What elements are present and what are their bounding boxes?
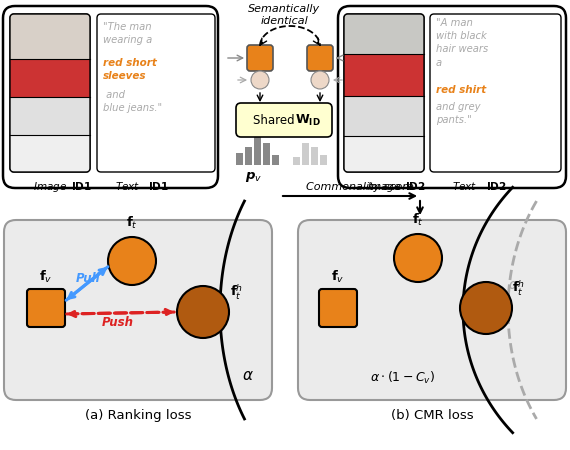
Text: and grey
pants.": and grey pants." [436, 102, 481, 125]
Text: $\mathbf{ID2}$: $\mathbf{ID2}$ [486, 180, 507, 192]
FancyBboxPatch shape [4, 220, 272, 400]
Circle shape [460, 282, 512, 334]
Text: $\mathbf{f}_v$: $\mathbf{f}_v$ [39, 269, 53, 285]
Bar [245, 147, 252, 165]
FancyBboxPatch shape [236, 103, 332, 137]
Bar [263, 143, 270, 165]
Text: $\mathbf{ID1}$: $\mathbf{ID1}$ [71, 180, 92, 192]
Circle shape [177, 286, 229, 338]
Text: red shirt: red shirt [436, 85, 486, 95]
FancyBboxPatch shape [319, 289, 357, 327]
Text: $\mathbf{f}_v$: $\mathbf{f}_v$ [331, 269, 345, 285]
Bar [344, 14, 424, 54]
Circle shape [108, 237, 156, 285]
Bar [10, 14, 90, 59]
Text: $\mathbf{f}_t^h$: $\mathbf{f}_t^h$ [512, 278, 525, 298]
Text: Commonality score: Commonality score [306, 182, 414, 192]
Bar [236, 153, 243, 165]
FancyBboxPatch shape [27, 289, 65, 327]
Bar [272, 155, 279, 165]
Text: $\boldsymbol{p}_v$: $\boldsymbol{p}_v$ [245, 170, 263, 184]
Text: $\alpha \cdot (1-C_v)$: $\alpha \cdot (1-C_v)$ [370, 370, 435, 386]
Bar [311, 147, 318, 165]
Text: red short
sleeves: red short sleeves [103, 58, 157, 81]
Text: $\alpha$: $\alpha$ [242, 368, 254, 382]
Bar [320, 155, 327, 165]
Bar [10, 97, 90, 135]
Text: (b) CMR loss: (b) CMR loss [390, 409, 473, 422]
Bar [293, 157, 300, 165]
Text: (a) Ranking loss: (a) Ranking loss [85, 409, 192, 422]
Text: "The man
wearing a: "The man wearing a [103, 22, 152, 45]
Text: Shared: Shared [253, 113, 298, 126]
Text: $\mathit{Text}$: $\mathit{Text}$ [115, 180, 141, 192]
Bar [302, 143, 309, 165]
Text: $\mathbf{f}_t$: $\mathbf{f}_t$ [126, 215, 138, 231]
Bar [10, 59, 90, 97]
Text: "A man
with black
hair wears
a: "A man with black hair wears a [436, 18, 488, 68]
Text: $\mathbf{ID2}$: $\mathbf{ID2}$ [405, 180, 426, 192]
Text: $\mathbf{W}_{\mathbf{ID}}$: $\mathbf{W}_{\mathbf{ID}}$ [295, 112, 321, 127]
FancyBboxPatch shape [3, 6, 218, 188]
Text: Semantically
identical: Semantically identical [248, 4, 320, 27]
FancyBboxPatch shape [298, 220, 566, 400]
Bar [344, 54, 424, 96]
FancyBboxPatch shape [10, 14, 90, 172]
Bar [254, 137, 261, 165]
Text: and
blue jeans.": and blue jeans." [103, 90, 162, 113]
Bar [344, 136, 424, 172]
Circle shape [251, 71, 269, 89]
FancyBboxPatch shape [344, 14, 424, 172]
FancyBboxPatch shape [97, 14, 215, 172]
FancyBboxPatch shape [430, 14, 561, 172]
FancyBboxPatch shape [247, 45, 273, 71]
Bar [10, 135, 90, 172]
Text: $\mathit{Image}$: $\mathit{Image}$ [367, 180, 401, 194]
Circle shape [311, 71, 329, 89]
Text: Push: Push [102, 315, 134, 328]
FancyBboxPatch shape [307, 45, 333, 71]
Text: $\mathbf{f}_t^h$: $\mathbf{f}_t^h$ [230, 282, 243, 302]
Text: $\mathbf{ID1}$: $\mathbf{ID1}$ [148, 180, 169, 192]
Text: $\mathbf{f}_t$: $\mathbf{f}_t$ [412, 212, 424, 228]
Text: $\mathit{Image}$: $\mathit{Image}$ [33, 180, 67, 194]
Circle shape [394, 234, 442, 282]
Bar [344, 96, 424, 136]
Text: $\mathit{Text}$: $\mathit{Text}$ [453, 180, 478, 192]
FancyBboxPatch shape [338, 6, 566, 188]
Text: $\alpha$: $\alpha$ [507, 278, 519, 292]
Text: Pull: Pull [76, 271, 100, 284]
